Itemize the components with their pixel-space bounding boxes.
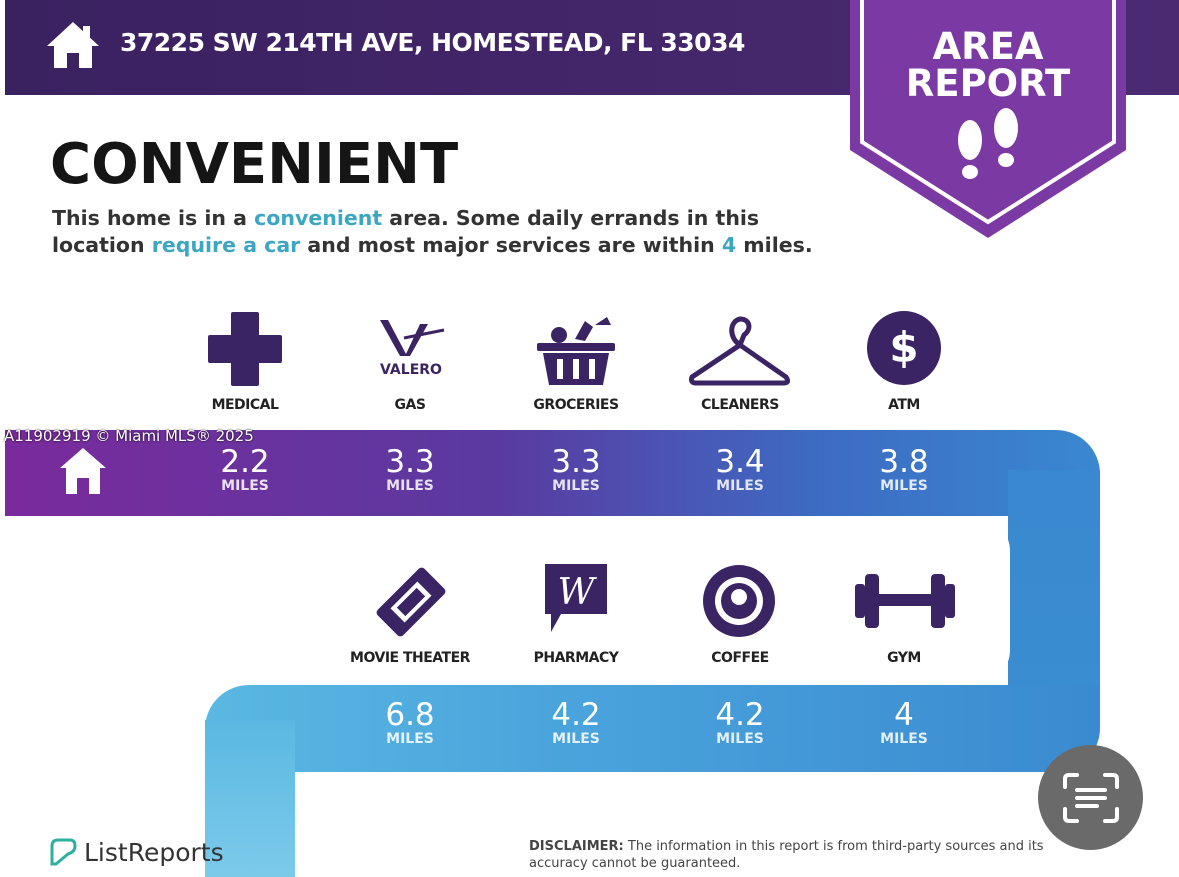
label-groceries: GROCERIES [533, 397, 619, 413]
listreports-logo: ListReports [48, 836, 224, 868]
disclaimer: DISCLAIMER: The information in this repo… [529, 839, 1044, 871]
ticket-icon [376, 567, 446, 637]
text-scan-icon [1062, 772, 1119, 823]
home-icon [60, 448, 106, 494]
starbucks-icon [703, 565, 775, 637]
distance-medical: 2.2 MILES [220, 444, 270, 494]
label-gas: GAS [394, 397, 426, 413]
label-pharmacy: PHARMACY [533, 650, 619, 666]
badge-title: AREA REPORT [905, 25, 1071, 105]
distance-gym: 4 MILES [880, 697, 928, 747]
listreports-logo-icon [50, 838, 77, 866]
area-report-badge [850, 0, 1126, 238]
medical-cross-icon [208, 312, 282, 386]
svg-text:$: $ [889, 323, 918, 372]
bottom-panel [295, 772, 1179, 877]
hanger-icon [689, 316, 791, 386]
dumbbell-icon [855, 574, 955, 628]
label-cleaners: CLEANERS [701, 397, 779, 413]
label-coffee: COFFEE [711, 650, 769, 666]
label-gym: GYM [887, 650, 921, 666]
label-atm: ATM [888, 397, 920, 413]
dollar-icon: $ [867, 311, 941, 385]
distance-groceries: 3.3 MILES [551, 444, 601, 494]
watermark: A11902919 © Miami MLS® 2025 [4, 427, 254, 445]
page-title: CONVENIENT [50, 132, 459, 197]
walgreens-icon: W [545, 564, 607, 632]
inner-panel [0, 517, 1010, 684]
distance-gas: 3.3 MILES [385, 444, 435, 494]
footprints-icon [958, 108, 1018, 179]
valero-icon: VALERO [368, 318, 454, 380]
route-band-2 [205, 685, 1100, 772]
route-band-left [205, 720, 295, 877]
label-medical: MEDICAL [211, 397, 279, 413]
distance-coffee: 4.2 MILES [715, 697, 765, 747]
distance-pharmacy: 4.2 MILES [551, 697, 601, 747]
description: This home is in a convenient area. Some … [52, 206, 813, 257]
distance-atm: 3.8 MILES [879, 444, 929, 494]
grocery-basket-icon [537, 317, 615, 385]
svg-text:W: W [557, 572, 597, 613]
route-band-1 [5, 430, 1100, 516]
distance-cleaners: 3.4 MILES [715, 444, 765, 494]
label-movie-theater: MOVIE THEATER [350, 650, 470, 666]
home-icon [47, 22, 99, 68]
distance-movie-theater: 6.8 MILES [385, 697, 435, 747]
scan-text-button[interactable] [1038, 745, 1143, 850]
address: 37225 SW 214TH AVE, HOMESTEAD, FL 33034 [120, 28, 745, 57]
